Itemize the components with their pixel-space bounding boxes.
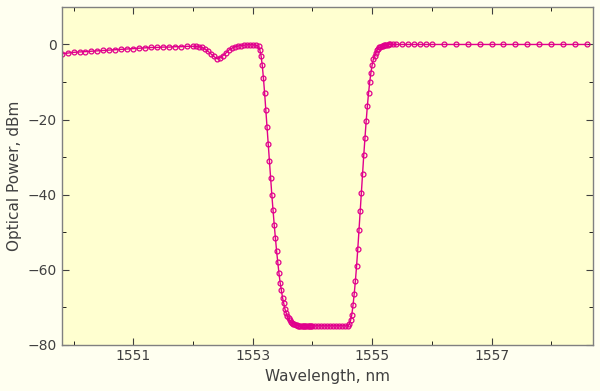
- Y-axis label: Optical Power, dBm: Optical Power, dBm: [7, 100, 22, 251]
- X-axis label: Wavelength, nm: Wavelength, nm: [265, 369, 390, 384]
